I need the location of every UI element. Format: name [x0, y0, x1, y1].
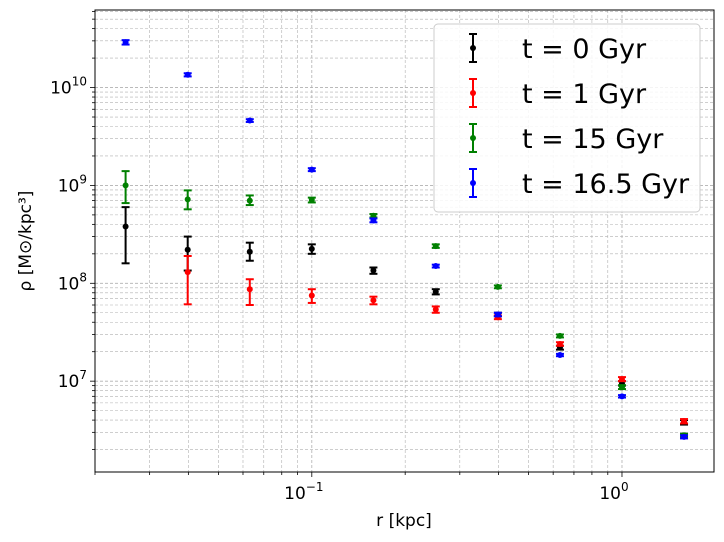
legend-marker: [469, 78, 477, 108]
data-point: [184, 71, 191, 78]
legend-marker: [469, 33, 477, 63]
x-axis-label: r [kpc]: [376, 511, 432, 531]
data-point-group: [369, 217, 378, 224]
data-point: [618, 384, 625, 391]
data-point: [618, 376, 625, 383]
data-point: [370, 297, 377, 304]
data-point: [308, 292, 315, 299]
data-point-group: [431, 288, 440, 296]
data-point: [681, 418, 688, 425]
data-point-group: [307, 166, 316, 173]
data-point-group: [369, 266, 378, 275]
data-point: [432, 243, 439, 250]
data-point: [470, 45, 476, 51]
data-point: [122, 39, 129, 46]
series-3: [121, 39, 689, 440]
data-point: [184, 196, 191, 203]
legend-label: t = 16.5 Gyr: [522, 169, 690, 200]
data-point-group: [680, 418, 689, 425]
data-point-group: [121, 39, 130, 46]
data-point: [556, 340, 563, 347]
data-point-group: [617, 393, 626, 400]
data-point-group: [307, 196, 316, 204]
data-point: [370, 212, 377, 219]
data-point-group: [183, 71, 192, 78]
legend-marker: [469, 168, 477, 198]
data-point: [370, 267, 377, 274]
legend-label: t = 15 Gyr: [522, 124, 664, 155]
data-point-group: [245, 278, 254, 307]
data-point-group: [307, 243, 316, 255]
data-point: [370, 217, 377, 224]
x-tick-label: 10−1: [284, 480, 323, 504]
data-point-group: [245, 241, 254, 262]
y-tick-label: 1010: [50, 75, 87, 99]
y-axis-label: ρ [M⊙/kpc³]: [16, 191, 36, 292]
data-point: [432, 263, 439, 270]
data-point: [494, 283, 501, 290]
data-point-group: [121, 206, 130, 265]
legend: t = 0 Gyr t = 1 Gyr t = 15 Gyr t = 16.5 Gyr: [433, 23, 701, 213]
data-point: [681, 433, 688, 440]
data-point: [246, 117, 253, 124]
legend-label: t = 0 Gyr: [522, 34, 647, 65]
data-point: [122, 182, 129, 189]
data-point-group: [369, 295, 378, 306]
data-point-group: [245, 194, 254, 207]
data-point: [246, 286, 253, 293]
data-point-group: [680, 433, 689, 440]
data-point: [470, 90, 476, 96]
legend-marker: [469, 123, 477, 153]
data-point-group: [245, 117, 254, 124]
data-point: [308, 166, 315, 173]
data-point: [470, 135, 476, 141]
data-point-group: [555, 332, 564, 339]
data-point: [556, 352, 563, 359]
data-point-group: [183, 255, 192, 306]
data-point-group: [617, 384, 626, 391]
legend-label: t = 1 Gyr: [522, 79, 647, 110]
data-point-group: [431, 243, 440, 250]
series-0: [121, 206, 689, 426]
data-point-group: [431, 263, 440, 270]
data-marks: [121, 39, 689, 440]
plot-frame: [94, 9, 715, 473]
legend-frame: [433, 23, 701, 213]
data-point-group: [431, 305, 440, 314]
y-tick-label: 107: [58, 368, 87, 392]
data-point: [494, 311, 501, 318]
data-point: [618, 393, 625, 400]
ticks: 10−1 100 107 108 109 1010: [50, 10, 629, 504]
data-point: [184, 246, 191, 253]
y-tick-label: 108: [58, 270, 87, 294]
y-tick-label: 109: [58, 172, 87, 196]
data-point: [556, 332, 563, 339]
data-point: [246, 197, 253, 204]
data-point-group: [493, 311, 502, 318]
data-point-group: [121, 170, 130, 205]
data-point: [308, 196, 315, 203]
x-tick-label: 100: [599, 480, 628, 504]
data-point: [470, 180, 476, 186]
data-point-group: [493, 283, 502, 290]
data-point-group: [183, 189, 192, 211]
data-point-group: [617, 376, 626, 383]
series-1: [183, 255, 689, 425]
data-point-group: [555, 340, 564, 347]
data-point: [184, 269, 191, 276]
data-point: [432, 288, 439, 295]
data-point: [308, 245, 315, 252]
data-point-group: [307, 288, 316, 304]
data-point-group: [555, 352, 564, 359]
data-point: [122, 223, 129, 230]
data-point: [432, 306, 439, 313]
data-point: [246, 248, 253, 255]
